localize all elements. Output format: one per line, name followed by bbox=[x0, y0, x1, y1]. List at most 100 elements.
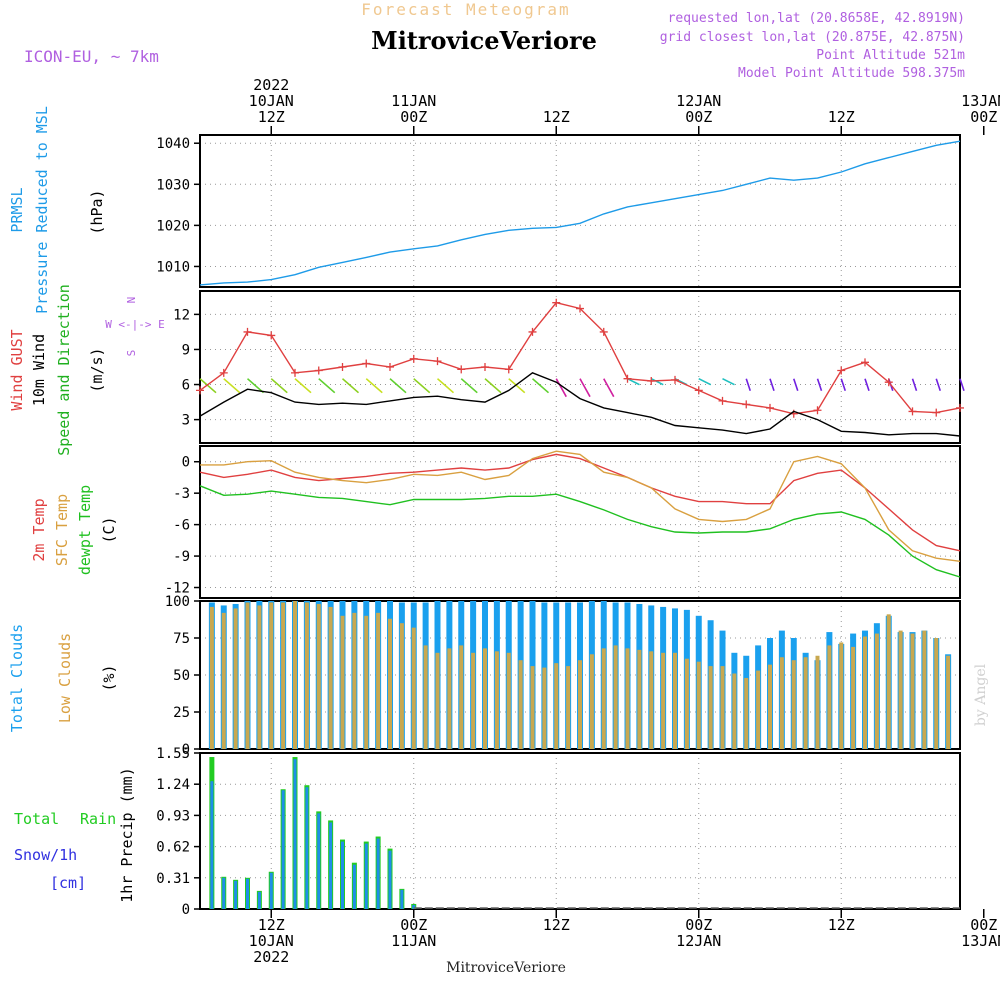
precip-rain-bar bbox=[388, 850, 392, 909]
series-sfc-temp bbox=[200, 450, 961, 562]
wind-arrow bbox=[959, 378, 965, 391]
panel-1: 3 6 9 12 bbox=[173, 290, 965, 444]
low-cloud-bar bbox=[459, 645, 464, 749]
wind-arrow bbox=[365, 378, 383, 394]
location-title: MitroviceVeriore bbox=[371, 26, 597, 55]
low-clouds-label: Low Clouds bbox=[56, 633, 74, 723]
y-tick-label: 1010 bbox=[156, 259, 190, 275]
precip-rain-bar bbox=[210, 781, 214, 909]
wind-speed-dir-label: Speed and Direction bbox=[55, 284, 73, 456]
low-cloud-bar bbox=[376, 612, 381, 749]
y-tick-label: 0 bbox=[182, 455, 190, 471]
low-cloud-bar bbox=[257, 605, 262, 749]
point-altitude: Point Altitude 521m bbox=[816, 48, 965, 63]
gust-marker bbox=[362, 359, 371, 368]
gust-marker bbox=[338, 363, 347, 371]
low-cloud-bar bbox=[340, 615, 345, 749]
low-cloud-bar bbox=[554, 663, 559, 749]
bottom-tick-label: 00Z bbox=[970, 916, 997, 934]
low-cloud-bar bbox=[791, 660, 796, 749]
gust-marker bbox=[647, 377, 656, 386]
low-cloud-bar bbox=[851, 646, 856, 749]
low-cloud-bar bbox=[293, 601, 297, 749]
y-tick-label: 0.62 bbox=[156, 840, 190, 856]
wind-arrow bbox=[816, 378, 823, 391]
series-prmsl bbox=[199, 140, 961, 286]
top-tick-label: 00Z bbox=[970, 108, 997, 126]
low-cloud-bar bbox=[625, 648, 630, 749]
gust-marker bbox=[219, 368, 228, 377]
panel-frame bbox=[199, 752, 961, 910]
gust-label: Wind GUST bbox=[8, 329, 26, 410]
gust-marker bbox=[718, 396, 727, 405]
low-cloud-bar bbox=[304, 602, 309, 749]
y-tick-label: 25 bbox=[173, 705, 190, 721]
wind-arrow bbox=[413, 378, 431, 394]
gust-marker bbox=[742, 400, 751, 409]
snow-unit: [cm] bbox=[50, 874, 86, 892]
precip-total-label: Total bbox=[14, 810, 59, 828]
precip-rain-bar bbox=[376, 838, 380, 909]
wind-arrow bbox=[769, 378, 775, 391]
precip-rain-bar bbox=[281, 790, 285, 909]
low-cloud-bar bbox=[922, 630, 927, 749]
low-cloud-bar bbox=[649, 651, 654, 749]
gust-marker bbox=[813, 406, 822, 415]
dewpt-label: dewpt Temp bbox=[76, 485, 94, 575]
gust-markers bbox=[196, 298, 964, 418]
y-tick-label: 12 bbox=[173, 307, 190, 323]
panel-4: 0 0.31 0.62 0.93 1.24 1.55 bbox=[156, 746, 961, 918]
low-cloud-bar bbox=[720, 666, 725, 749]
gust-marker bbox=[267, 331, 276, 340]
low-cloud-bar bbox=[863, 636, 867, 749]
wind-arrows bbox=[199, 377, 965, 398]
bottom-tick-label: 12Z bbox=[828, 916, 855, 934]
panel-3: 0 25 50 75 100 bbox=[165, 594, 961, 758]
top-tick-label: 11JAN bbox=[391, 92, 436, 110]
precip-rain-bar bbox=[305, 787, 309, 909]
y-tick-label: 9 bbox=[182, 342, 190, 358]
low-cloud-bar bbox=[518, 660, 523, 749]
wind-arrow bbox=[603, 378, 615, 398]
low-cloud-bar bbox=[684, 658, 689, 749]
pressure-labels: PRMSL Pressure Reduced to MSL (hPa) bbox=[8, 106, 106, 314]
y-tick-label: 6 bbox=[182, 378, 190, 394]
low-cloud-bar bbox=[447, 648, 452, 749]
low-cloud-bar bbox=[316, 603, 321, 749]
top-tick-label: 12Z bbox=[258, 108, 285, 126]
wind-unit: (m/s) bbox=[88, 347, 106, 392]
compass-we: W <-|-> E bbox=[105, 318, 165, 331]
y-tick-label: -6 bbox=[173, 518, 190, 534]
low-cloud-bar bbox=[471, 652, 476, 749]
bottom-tick-label: 10JAN bbox=[249, 932, 294, 950]
precip-rain-bar bbox=[352, 864, 356, 909]
precip-rain-bar bbox=[412, 904, 416, 909]
temp2m-label: 2m Temp bbox=[30, 498, 48, 561]
series-2m-temp bbox=[199, 453, 961, 552]
panel-frame bbox=[199, 445, 961, 599]
panel-frame bbox=[199, 290, 961, 444]
low-cloud-bar bbox=[756, 670, 761, 749]
low-cloud-bar bbox=[578, 660, 582, 749]
precip-rain-bar bbox=[269, 872, 273, 909]
wind-arrow bbox=[508, 378, 526, 394]
gust-marker bbox=[956, 403, 964, 412]
wind-arrow bbox=[270, 378, 288, 394]
precip-rain-label: Rain bbox=[80, 810, 116, 828]
gust-marker bbox=[291, 368, 299, 377]
bottom-tick-label: 12Z bbox=[258, 916, 285, 934]
y-tick-label: 75 bbox=[173, 631, 190, 647]
low-cloud-bar bbox=[886, 614, 891, 749]
y-tick-label: -12 bbox=[165, 581, 190, 597]
wind-arrow bbox=[341, 378, 360, 394]
precip-unit: 1hr Precip (mm) bbox=[118, 767, 136, 902]
series-dewpt-temp bbox=[199, 485, 961, 578]
low-cloud-bar bbox=[910, 633, 915, 749]
low-cloud-bar bbox=[399, 623, 404, 749]
top-tick-label: 13JAN bbox=[961, 92, 1000, 110]
wind-arrow bbox=[627, 377, 640, 386]
top-tick-label: 12JAN bbox=[676, 92, 721, 110]
gust-marker bbox=[409, 354, 418, 363]
gust-marker bbox=[694, 386, 703, 395]
